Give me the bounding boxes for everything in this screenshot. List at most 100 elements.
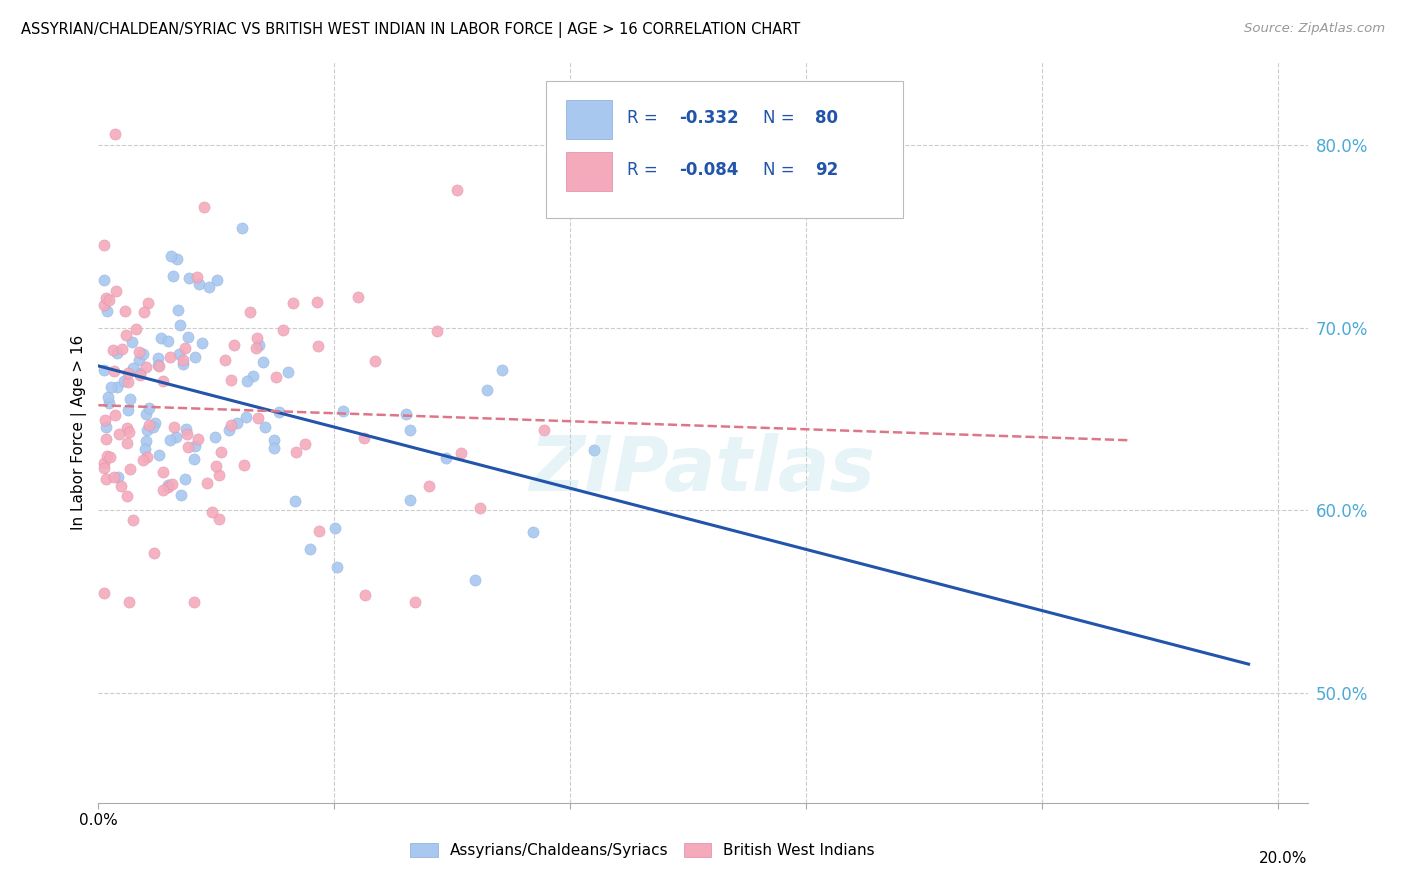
Point [104,284,127,298]
Point [132,304,155,318]
Point [418,478,440,492]
Point [446,184,468,198]
Point [305,295,328,310]
Point [201,505,224,519]
Point [108,426,131,441]
Point [117,402,139,417]
Point [208,467,231,482]
Point [224,338,246,352]
FancyBboxPatch shape [546,81,903,218]
Y-axis label: In Labor Force | Age > 16: In Labor Force | Age > 16 [72,335,87,530]
Point [129,368,152,383]
Point [169,318,191,333]
Point [105,380,128,394]
Point [118,462,141,476]
Point [128,344,150,359]
Point [104,127,127,141]
Point [118,595,141,609]
Point [247,410,270,425]
Point [115,420,138,434]
Point [187,277,209,292]
Point [245,341,267,355]
Point [207,273,229,287]
Point [97,396,120,410]
Point [281,296,304,310]
Point [186,269,208,284]
Point [138,401,160,415]
Point [353,431,375,445]
Point [93,273,115,287]
Point [114,304,136,318]
Point [205,458,228,473]
Point [218,423,240,437]
Point [332,404,354,418]
Point [172,353,194,368]
Point [160,477,183,491]
Point [105,346,128,360]
Point [173,472,195,486]
Point [177,270,200,285]
Point [115,435,138,450]
Point [326,560,349,574]
Point [156,477,179,491]
Point [94,432,117,446]
Point [190,336,212,351]
Point [176,427,198,442]
Point [298,542,321,557]
Point [143,416,166,430]
Point [267,405,290,419]
Point [93,238,115,252]
Point [135,407,157,421]
Point [110,479,132,493]
Point [131,347,153,361]
Point [152,375,174,389]
Point [100,450,122,464]
Point [195,476,218,491]
Point [159,433,181,447]
Point [93,461,115,475]
Point [219,373,242,387]
Point [246,331,269,345]
Point [464,573,486,587]
Point [404,595,426,609]
Point [197,280,219,294]
Point [239,305,262,319]
Point [115,489,138,503]
Point [107,470,129,484]
Point [159,249,181,263]
Point [100,379,122,393]
Point [294,437,316,451]
Point [426,325,449,339]
Point [148,448,170,462]
Point [93,585,115,599]
Point [219,418,242,433]
Point [98,293,121,307]
Point [252,355,274,369]
Point [277,365,299,379]
Point [193,200,215,214]
Point [149,331,172,345]
Point [353,588,375,602]
Point [103,364,125,378]
Point [148,359,170,373]
Point [170,488,193,502]
Point [247,337,270,351]
Point [187,432,209,446]
Point [450,446,472,460]
Point [136,295,159,310]
Point [152,465,174,479]
Point [94,413,117,427]
Text: -0.084: -0.084 [679,161,738,178]
Point [271,323,294,337]
Point [128,352,150,367]
Point [308,524,330,538]
Point [101,343,124,357]
Point [364,353,387,368]
Point [134,442,156,457]
Point [121,513,143,527]
Point [162,268,184,283]
Point [94,420,117,434]
Point [96,471,118,485]
Point [104,408,127,422]
Text: -0.332: -0.332 [679,109,738,127]
